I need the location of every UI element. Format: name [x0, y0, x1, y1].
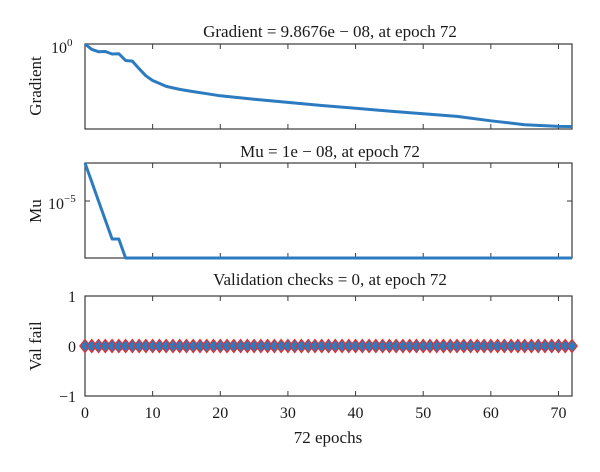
valfail-panel: Validation checks = 0, at epoch 72 Val f… [26, 270, 578, 447]
gradient-panel: Gradient = 9.8676e − 08, at epoch 72 Gra… [26, 22, 573, 130]
mu-panel-title: Mu = 1e − 08, at epoch 72 [240, 142, 420, 161]
gradient-series-line [84, 42, 573, 128]
valfail-ticks: 10−10 10 20 30 40 50 60 70 [59, 289, 572, 422]
gradient-ticks [84, 43, 572, 129]
x-axis-label: 72 epochs [294, 428, 362, 447]
x-tick-label: 60 [483, 405, 499, 422]
valfail-ylabel: Val fail [26, 321, 45, 371]
valfail-point [566, 338, 578, 354]
valfail-panel-title: Validation checks = 0, at epoch 72 [213, 270, 447, 289]
gradient-ytick-label: 100 [51, 37, 73, 57]
x-tick-label: 30 [280, 405, 296, 422]
mu-axes-box [84, 162, 573, 259]
valfail-ytick-label: 0 [68, 339, 76, 356]
x-tick-label: 70 [550, 405, 566, 422]
gradient-axes-box [84, 43, 573, 130]
x-tick-label: 0 [81, 405, 89, 422]
x-tick-label: 20 [212, 405, 228, 422]
gradient-panel-title: Gradient = 9.8676e − 08, at epoch 72 [203, 22, 457, 41]
x-tick-label: 40 [348, 405, 364, 422]
x-tick-label: 10 [145, 405, 161, 422]
valfail-ytick-label: −1 [59, 389, 76, 406]
valfail-ytick-label: 1 [68, 289, 76, 306]
gradient-ylabel: Gradient [26, 56, 45, 116]
mu-panel: Mu = 1e − 08, at epoch 72 Mu 10−5 [26, 142, 573, 260]
mu-series-line [83, 162, 572, 260]
mu-ylabel: Mu [26, 199, 45, 223]
x-tick-label: 50 [415, 405, 431, 422]
mu-ytick-label: 10−5 [48, 193, 76, 213]
valfail-markers [79, 338, 578, 354]
